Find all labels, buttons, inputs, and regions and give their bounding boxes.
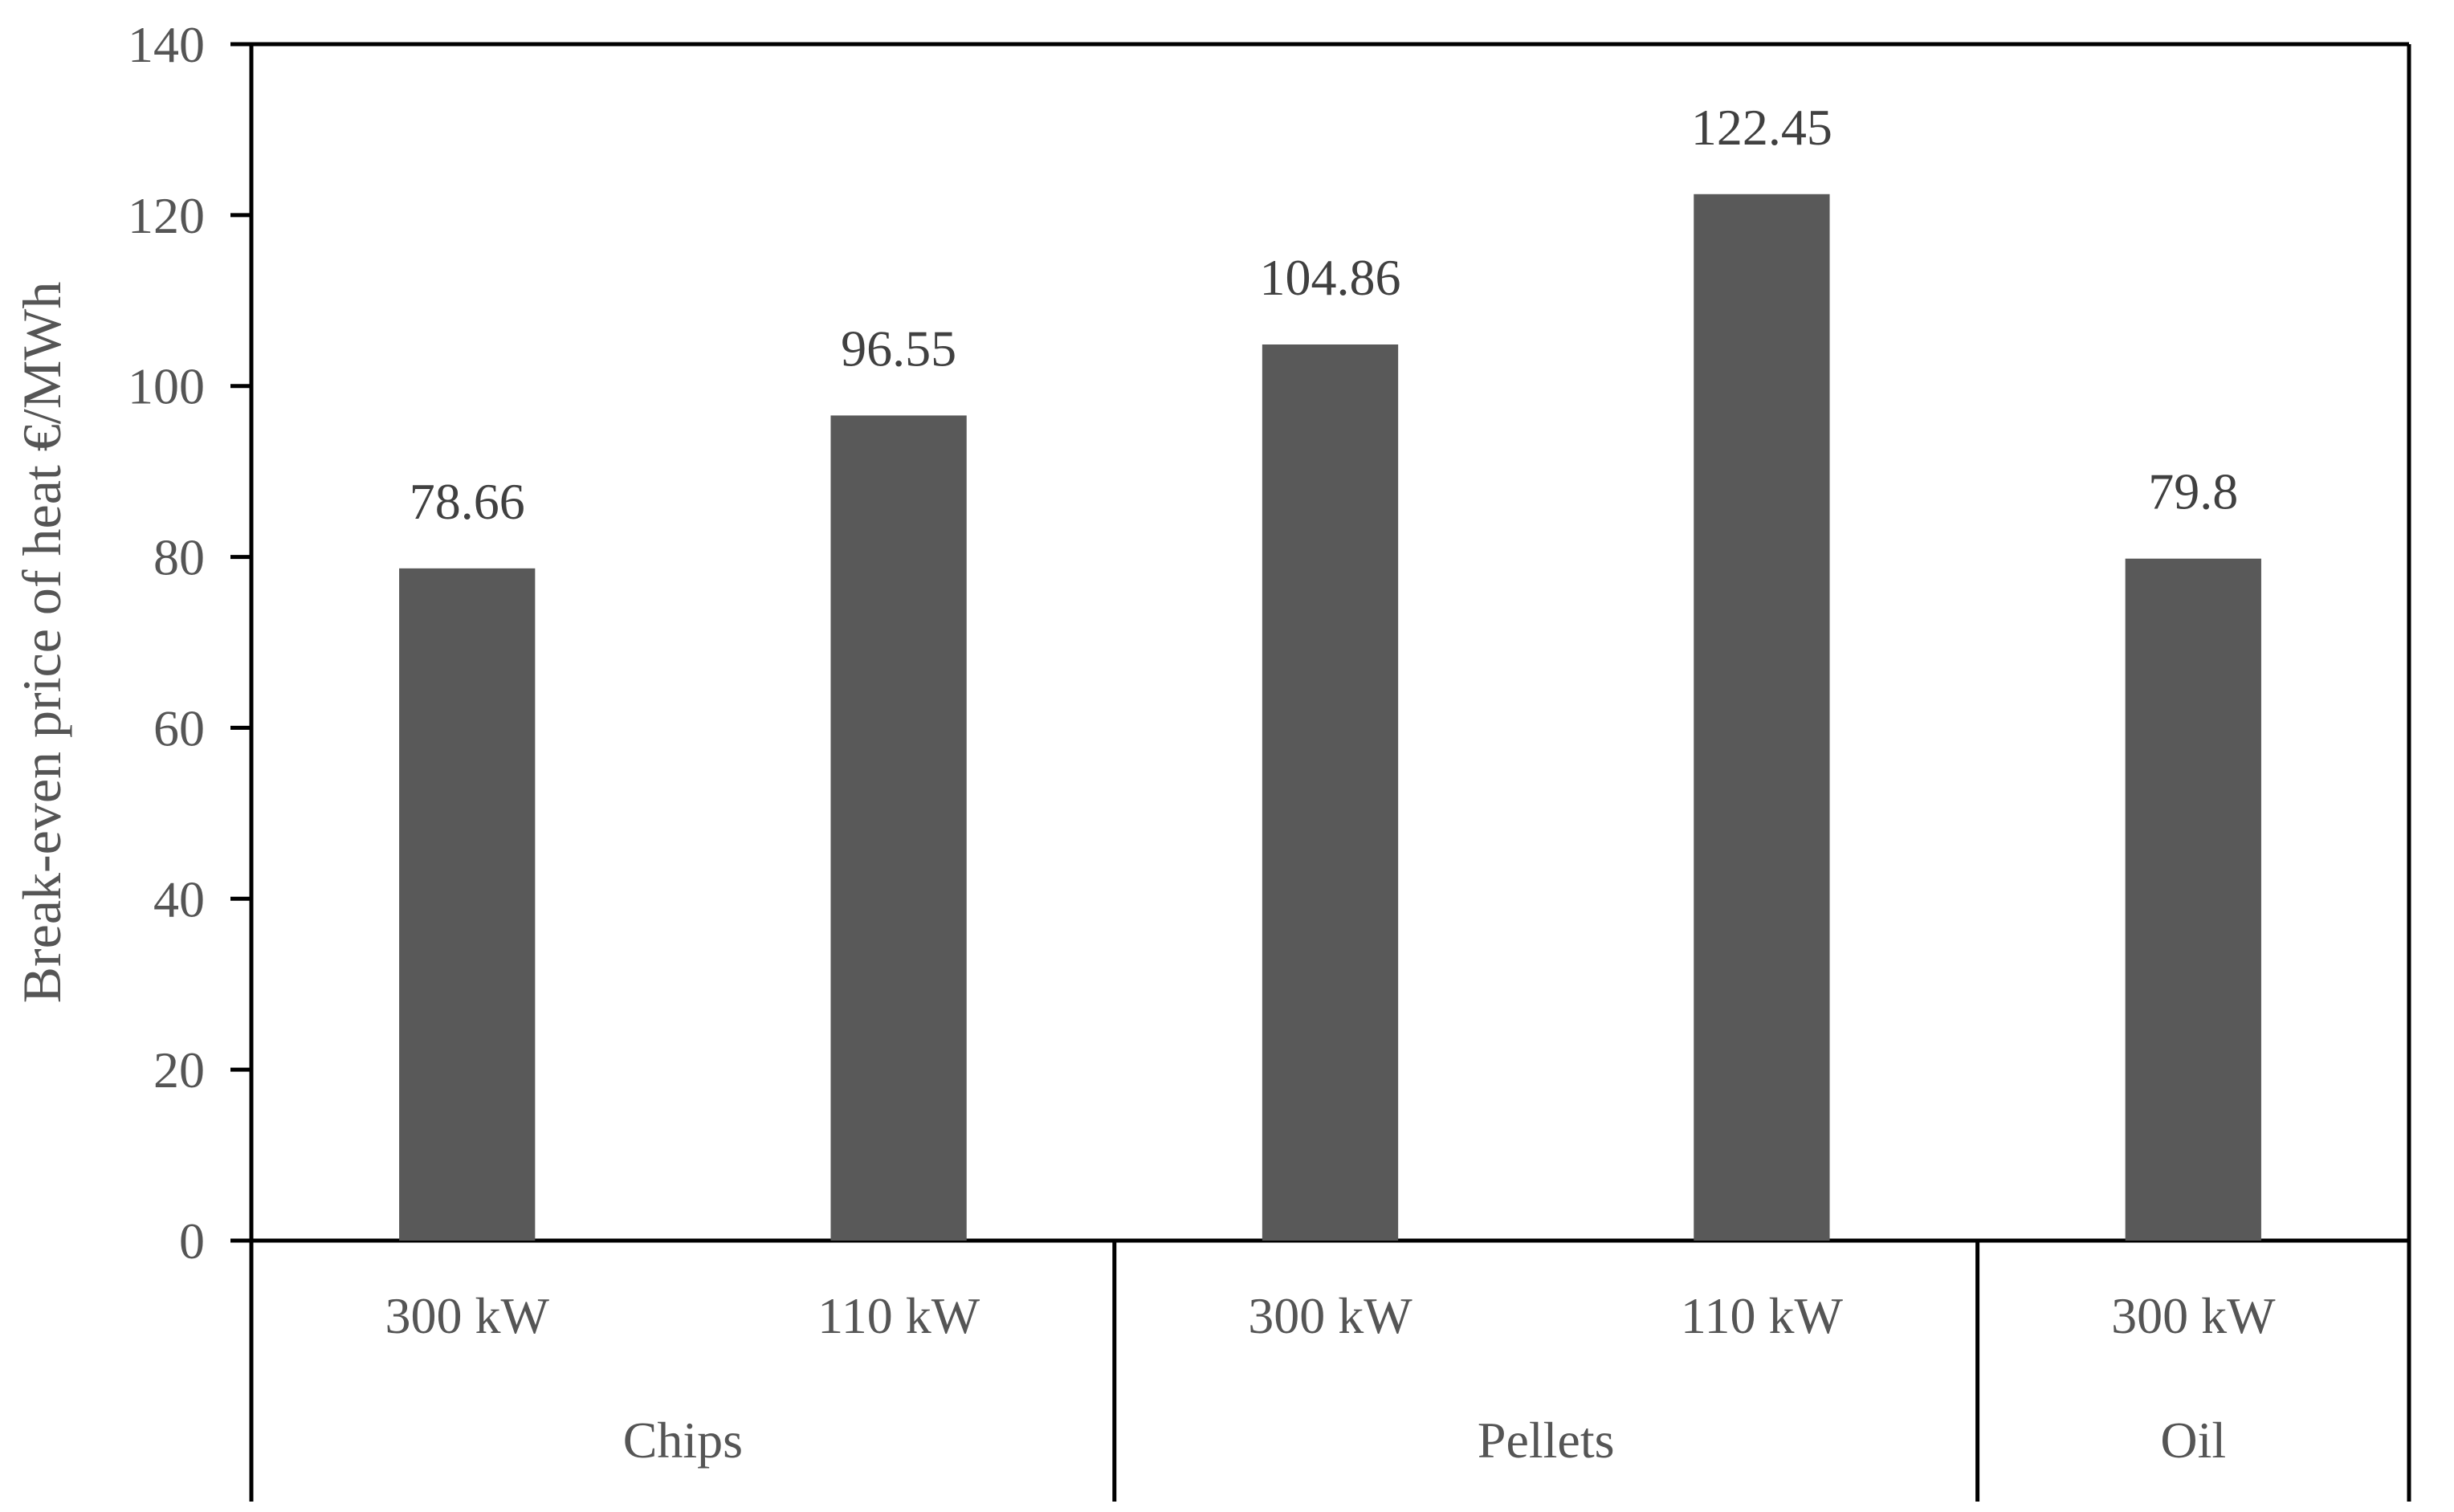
bar — [830, 415, 967, 1241]
x-group-label: Oil — [2160, 1412, 2226, 1469]
y-axis: 0 20 40 60 80 100 120 140 — [128, 16, 251, 1270]
bar — [1694, 194, 1830, 1241]
y-tick-label: 80 — [153, 529, 205, 586]
bar — [399, 568, 536, 1241]
data-labels: 78.66 96.55 104.86 122.45 79.8 — [410, 99, 2239, 530]
x-category-label: 110 kW — [817, 1287, 980, 1344]
data-label: 96.55 — [841, 320, 956, 377]
y-tick-label: 120 — [128, 187, 205, 244]
x-axis: 300 kW 110 kW 300 kW 110 kW 300 kW Chips Pelle… — [385, 1241, 2276, 1502]
y-tick-label: 0 — [179, 1212, 205, 1270]
y-tick-label: 100 — [128, 358, 205, 415]
x-group-label: Pellets — [1478, 1412, 1615, 1469]
x-category-label: 300 kW — [1248, 1287, 1412, 1344]
bars — [399, 194, 2261, 1241]
x-category-label: 110 kW — [1681, 1287, 1844, 1344]
y-tick-label: 140 — [128, 16, 205, 73]
y-axis-title: Break-even price of heat €/MWh — [11, 282, 72, 1004]
x-category-label: 300 kW — [2111, 1287, 2276, 1344]
data-label: 104.86 — [1260, 249, 1401, 306]
y-tick-label: 40 — [153, 870, 205, 927]
data-label: 122.45 — [1691, 99, 1832, 156]
x-group-label: Chips — [623, 1412, 743, 1469]
x-category-label: 300 kW — [385, 1287, 549, 1344]
bar — [1262, 344, 1399, 1241]
y-tick-label: 20 — [153, 1041, 205, 1098]
data-label: 78.66 — [410, 473, 525, 530]
y-tick-label: 60 — [153, 699, 205, 756]
bar — [2125, 558, 2261, 1241]
data-label: 79.8 — [2148, 463, 2238, 520]
